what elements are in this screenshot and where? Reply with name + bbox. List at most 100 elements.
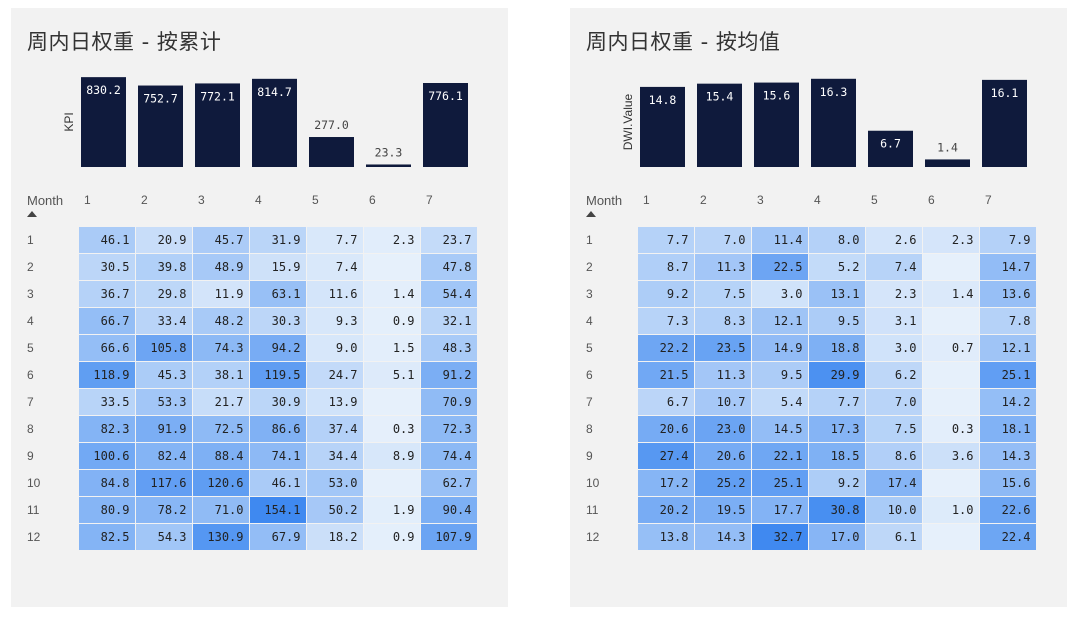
heatmap-cell: 0.9	[362, 522, 421, 551]
heatmap-cell: 74.4	[419, 441, 478, 470]
row-header: 11	[586, 502, 599, 517]
heatmap-cell: 117.6	[134, 468, 193, 497]
row-header: 1	[27, 232, 34, 247]
bar-value-label: 772.1	[200, 89, 235, 103]
bar-3	[754, 82, 799, 167]
heatmap-cell: 11.6	[305, 279, 364, 308]
heatmap-cell: 63.1	[248, 279, 307, 308]
heatmap-cell: 22.4	[978, 522, 1037, 551]
heatmap-cell: 11.4	[750, 225, 809, 254]
table-row: 3 9.2 7.5 3.0 13.1 2.3 1.4 13.6	[580, 279, 1037, 308]
heatmap-cell: 12.1	[750, 306, 809, 335]
heatmap-cell: 2.3	[864, 279, 923, 308]
heatmap-cell: 2.6	[864, 225, 923, 254]
heatmap-cell: 14.3	[693, 522, 752, 551]
heatmap-cell: 82.4	[134, 441, 193, 470]
y-axis-label: DWI.Value	[621, 93, 635, 150]
heatmap-cell: 78.2	[134, 495, 193, 524]
panel-title: 周内日权重 - 按累计	[27, 30, 222, 54]
bar-value-label: 752.7	[143, 92, 178, 106]
heatmap-cell: 7.5	[693, 279, 752, 308]
heatmap-cell: 10.0	[864, 495, 923, 524]
bar-value-label: 830.2	[86, 83, 121, 97]
heatmap-cell: 29.9	[807, 360, 866, 389]
heatmap-cell: 54.4	[419, 279, 478, 308]
heatmap-cell: 72.3	[419, 414, 478, 443]
bar-4	[252, 78, 297, 167]
table-row: 8 20.6 23.0 14.5 17.3 7.5 0.3 18.1	[580, 414, 1037, 443]
heatmap-cell: 46.1	[77, 225, 136, 254]
header-row: Month 1 2 3 4 5 6 7	[580, 188, 1036, 226]
heatmap-cell: 53.3	[134, 387, 193, 416]
heatmap-cell	[362, 468, 421, 497]
heatmap-cell	[921, 360, 980, 389]
row-header: 6	[586, 367, 593, 382]
bar-value-label: 15.6	[763, 89, 791, 103]
heatmap-cell: 11.3	[693, 360, 752, 389]
heatmap-cell: 36.7	[77, 279, 136, 308]
row-header: 3	[586, 286, 593, 301]
sort-column-header-month[interactable]: Month	[580, 188, 637, 226]
heatmap-cell: 5.4	[750, 387, 809, 416]
heatmap-cell: 74.3	[191, 333, 250, 362]
heatmap-cell: 7.0	[864, 387, 923, 416]
column-header: 3	[757, 193, 764, 207]
bar-value-label: 23.3	[375, 145, 403, 159]
bar-7	[423, 82, 468, 167]
heatmap-cell: 11.9	[191, 279, 250, 308]
table-row: 1 7.7 7.0 11.4 8.0 2.6 2.3 7.9	[580, 225, 1037, 254]
heatmap-cell: 37.4	[305, 414, 364, 443]
heatmap-cell: 17.4	[864, 468, 923, 497]
heatmap-cell: 1.9	[362, 495, 421, 524]
heatmap-cell: 11.3	[693, 252, 752, 281]
table-row: 7 33.5 53.3 21.7 30.9 13.9 70.9	[21, 387, 478, 416]
heatmap-cell	[921, 306, 980, 335]
bar-6	[925, 159, 970, 167]
bar-value-label: 1.4	[937, 140, 958, 154]
heatmap-cell: 21.5	[636, 360, 695, 389]
sort-column-header-month[interactable]: Month	[21, 188, 78, 226]
chart-panel-average: 周内日权重 - 按均值 DWI.Value 14.8 15.4 15.6 16.3 6.7…	[570, 8, 1067, 607]
bar-value-label: 15.4	[706, 90, 734, 104]
heatmap-cell: 18.8	[807, 333, 866, 362]
heatmap-cell: 7.5	[864, 414, 923, 443]
heatmap-cell: 23.7	[419, 225, 478, 254]
table-row: 3 36.7 29.8 11.9 63.1 11.6 1.4 54.4	[21, 279, 478, 308]
bar-5	[868, 130, 913, 167]
heatmap-cell: 14.7	[978, 252, 1037, 281]
row-header: 2	[27, 259, 34, 274]
heatmap-cell: 25.1	[750, 468, 809, 497]
table-row: 2 30.5 39.8 48.9 15.9 7.4 47.8	[21, 252, 478, 281]
bar-1	[81, 77, 126, 167]
table-row: 9 100.6 82.4 88.4 74.1 34.4 8.9 74.4	[21, 441, 478, 470]
heatmap-cell	[921, 387, 980, 416]
row-header: 5	[586, 340, 593, 355]
row-header: 2	[586, 259, 593, 274]
table-row: 5 66.6 105.8 74.3 94.2 9.0 1.5 48.3	[21, 333, 478, 362]
heatmap-cell: 91.9	[134, 414, 193, 443]
heatmap-cell: 48.3	[419, 333, 478, 362]
table-row: 4 7.3 8.3 12.1 9.5 3.1 7.8	[580, 306, 1037, 335]
row-header: 5	[27, 340, 34, 355]
heatmap-cell: 1.5	[362, 333, 421, 362]
heatmap-cell: 12.1	[978, 333, 1037, 362]
heatmap-cell: 22.6	[978, 495, 1037, 524]
bar-4	[811, 78, 856, 167]
heatmap-cell: 15.9	[248, 252, 307, 281]
heatmap-cell: 50.2	[305, 495, 364, 524]
heatmap-cell: 66.7	[77, 306, 136, 335]
heatmap-cell: 84.8	[77, 468, 136, 497]
sort-ascending-icon[interactable]	[27, 211, 37, 217]
sort-ascending-icon[interactable]	[586, 211, 596, 217]
column-header: 7	[985, 193, 992, 207]
heatmap-cell: 30.3	[248, 306, 307, 335]
row-header: 10	[27, 475, 41, 490]
row-header: 11	[27, 502, 40, 517]
table-row: 2 8.7 11.3 22.5 5.2 7.4 14.7	[580, 252, 1037, 281]
table-row: 11 80.9 78.2 71.0 154.1 50.2 1.9 90.4	[21, 495, 478, 524]
column-header: 2	[141, 193, 148, 207]
heatmap-cell: 33.4	[134, 306, 193, 335]
column-header: 7	[426, 193, 433, 207]
column-header: 1	[84, 193, 91, 207]
heatmap-cell: 100.6	[77, 441, 136, 470]
